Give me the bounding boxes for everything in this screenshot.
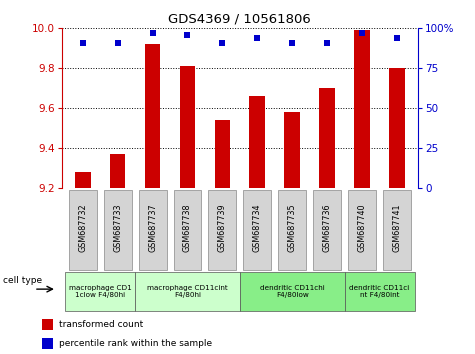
FancyBboxPatch shape	[278, 190, 306, 270]
Point	[79, 40, 86, 46]
FancyBboxPatch shape	[348, 190, 376, 270]
FancyBboxPatch shape	[65, 272, 135, 311]
FancyBboxPatch shape	[139, 190, 167, 270]
FancyBboxPatch shape	[313, 190, 341, 270]
Bar	[42, 338, 53, 349]
FancyBboxPatch shape	[69, 190, 97, 270]
FancyBboxPatch shape	[345, 272, 415, 311]
Bar	[319, 88, 335, 188]
FancyBboxPatch shape	[383, 190, 411, 270]
Text: GSM687739: GSM687739	[218, 204, 227, 252]
Point	[393, 35, 401, 41]
Bar	[249, 96, 265, 188]
Text: cell type: cell type	[3, 276, 42, 285]
Point	[114, 40, 122, 46]
FancyBboxPatch shape	[243, 190, 271, 270]
Text: transformed count: transformed count	[59, 320, 143, 329]
Text: GSM687740: GSM687740	[358, 204, 367, 252]
Point	[358, 30, 366, 36]
Text: GSM687741: GSM687741	[392, 204, 401, 252]
Text: GSM687736: GSM687736	[323, 204, 332, 252]
Point	[288, 40, 296, 46]
Bar	[389, 68, 405, 188]
Text: macrophage CD11cint
F4/80hi: macrophage CD11cint F4/80hi	[147, 285, 228, 298]
Bar	[215, 120, 230, 188]
Title: GDS4369 / 10561806: GDS4369 / 10561806	[169, 13, 311, 26]
Text: GSM687737: GSM687737	[148, 204, 157, 252]
Bar	[354, 30, 370, 188]
Point	[323, 40, 331, 46]
Text: GSM687732: GSM687732	[78, 204, 87, 252]
Text: GSM687735: GSM687735	[288, 204, 297, 252]
Bar	[145, 44, 161, 188]
Text: macrophage CD1
1clow F4/80hi: macrophage CD1 1clow F4/80hi	[69, 285, 132, 298]
FancyBboxPatch shape	[240, 272, 345, 311]
Point	[149, 30, 156, 36]
Text: GSM687734: GSM687734	[253, 204, 262, 252]
Point	[184, 32, 191, 38]
Point	[218, 40, 226, 46]
Bar	[180, 66, 195, 188]
FancyBboxPatch shape	[173, 190, 201, 270]
FancyBboxPatch shape	[135, 272, 240, 311]
Text: dendritic CD11chi
F4/80low: dendritic CD11chi F4/80low	[260, 285, 324, 298]
FancyBboxPatch shape	[104, 190, 132, 270]
Bar	[75, 172, 91, 188]
Text: GSM687738: GSM687738	[183, 204, 192, 252]
Text: GSM687733: GSM687733	[113, 204, 122, 252]
FancyBboxPatch shape	[209, 190, 237, 270]
Bar	[42, 319, 53, 330]
Text: percentile rank within the sample: percentile rank within the sample	[59, 339, 212, 348]
Bar	[110, 154, 125, 188]
Bar	[285, 112, 300, 188]
Point	[254, 35, 261, 41]
Text: dendritic CD11ci
nt F4/80int: dendritic CD11ci nt F4/80int	[350, 285, 410, 298]
